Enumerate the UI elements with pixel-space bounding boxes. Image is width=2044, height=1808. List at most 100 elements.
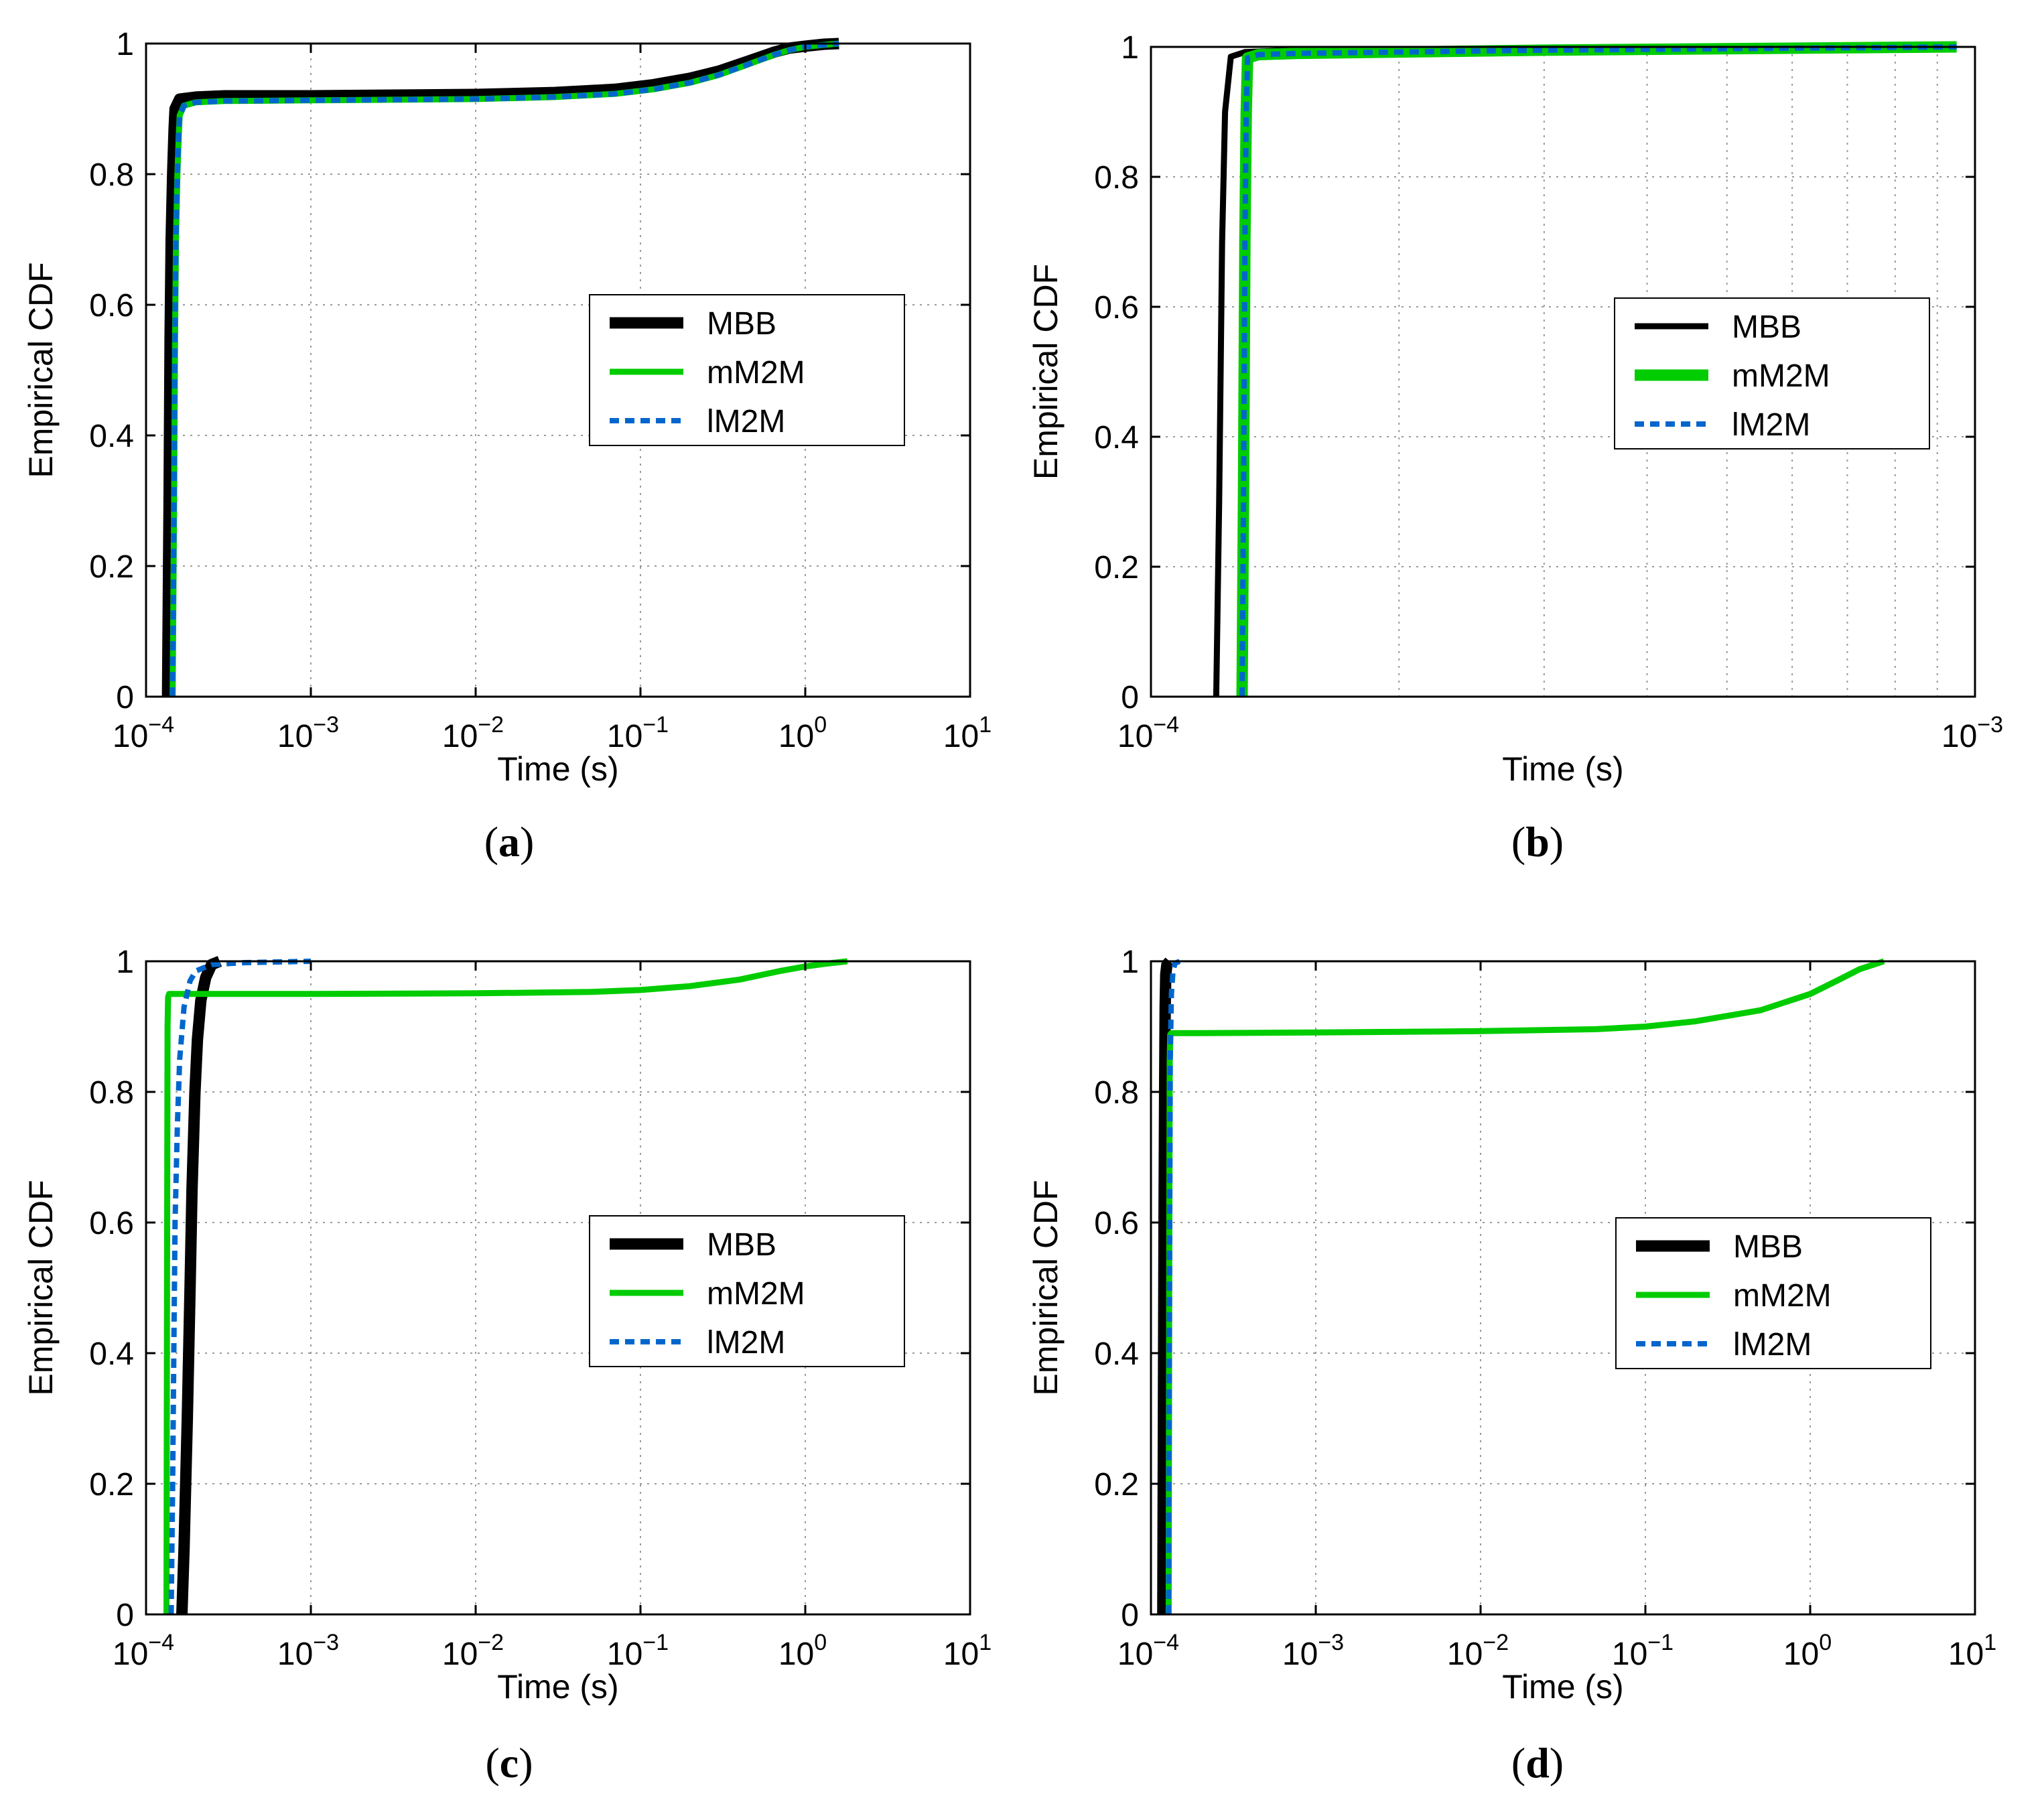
x-tick-label: 10−2 (442, 1630, 504, 1672)
y-axis-label: Empirical CDF (22, 262, 60, 478)
y-tick-label: 0 (1121, 680, 1139, 715)
x-tick-base: 10 (1612, 1637, 1647, 1672)
y-tick-label: 1 (116, 945, 134, 980)
x-tick-label: 10−1 (607, 1630, 669, 1672)
x-tick-exponent: −3 (1977, 712, 2003, 738)
x-tick-label: 100 (778, 1630, 827, 1672)
legend-label-lm2m: lM2M (707, 404, 785, 439)
series-line-mm2m (1165, 958, 1885, 1615)
x-tick-exponent: −3 (313, 712, 339, 738)
x-tick-label: 10−4 (113, 1630, 174, 1672)
legend-label-mm2m: mM2M (707, 1276, 805, 1312)
legend-label-lm2m: lM2M (707, 1325, 785, 1361)
y-tick-label: 0.2 (89, 1467, 134, 1503)
x-tick-label: 10−3 (1282, 1630, 1344, 1672)
x-tick-base: 10 (277, 719, 313, 754)
y-tick-label: 0.8 (89, 157, 134, 193)
x-tick-label: 100 (1783, 1630, 1832, 1672)
x-tick-base: 10 (442, 1637, 478, 1672)
y-tick-label: 0.6 (1094, 1206, 1139, 1241)
legend-label-lm2m: lM2M (1733, 1327, 1812, 1363)
x-tick-base: 10 (113, 719, 148, 754)
x-tick-exponent: −2 (478, 712, 504, 738)
axes-frame (1150, 46, 1976, 698)
x-tick-base: 10 (607, 719, 642, 754)
x-tick-label: 10−4 (113, 712, 174, 754)
caption-c: (c) (485, 1739, 533, 1787)
chart-panel-c: 10−4 10−3 10−2 10−1 100 10100.20.40.60.81Time… (22, 945, 992, 1706)
x-tick-base: 10 (277, 1637, 313, 1672)
y-axis-label: Empirical CDF (1027, 1180, 1065, 1395)
legend-label-mm2m: mM2M (1733, 1278, 1832, 1314)
x-tick-label: 10−3 (1941, 712, 2003, 754)
x-tick-base: 10 (113, 1637, 148, 1672)
x-tick-base: 10 (1447, 1637, 1483, 1672)
legend-label-mbb: MBB (707, 1227, 776, 1263)
x-tick-base: 10 (943, 719, 979, 754)
x-tick-exponent: 0 (814, 1630, 827, 1655)
y-tick-label: 0.4 (1094, 1336, 1139, 1372)
y-tick-label: 0.6 (89, 288, 134, 324)
y-tick-label: 0.2 (1094, 1467, 1139, 1503)
x-tick-exponent: −4 (1153, 712, 1179, 738)
x-tick-base: 10 (1948, 1637, 1984, 1672)
legend-label-lm2m: lM2M (1732, 407, 1810, 443)
x-tick-exponent: −1 (642, 1630, 669, 1655)
x-tick-base: 10 (778, 719, 814, 754)
y-tick-label: 1 (116, 27, 134, 62)
caption-b: (b) (1511, 818, 1564, 865)
x-axis-label: Time (s) (497, 750, 618, 788)
x-tick-exponent: −4 (1153, 1630, 1179, 1655)
y-tick-label: 1 (1121, 30, 1139, 66)
x-tick-exponent: 1 (1984, 1630, 1996, 1655)
series-line-mbb (1157, 957, 1174, 1615)
y-tick-label: 0.6 (89, 1206, 134, 1241)
series-line-lm2m (169, 41, 839, 697)
y-tick-label: 0 (116, 680, 134, 715)
x-tick-exponent: −4 (148, 1630, 174, 1655)
x-tick-base: 10 (1783, 1637, 1819, 1672)
legend: MBB mM2M lM2M (1615, 1217, 1931, 1369)
caption-a: (a) (484, 818, 535, 865)
legend: MBB mM2M lM2M (1614, 297, 1930, 449)
x-tick-exponent: 0 (1819, 1630, 1832, 1655)
x-tick-label: 101 (943, 1630, 992, 1672)
x-tick-label: 10−4 (1117, 1630, 1179, 1672)
series-line-lm2m (1239, 44, 1957, 697)
legend-label-mm2m: mM2M (1732, 358, 1830, 394)
legend-label-mbb: MBB (707, 306, 776, 342)
legend-label-mbb: MBB (1733, 1229, 1803, 1265)
x-tick-base: 10 (442, 719, 478, 754)
legend: MBB mM2M lM2M (589, 294, 905, 446)
chart-panel-d: 10−4 10−3 10−2 10−1 100 10100.20.40.60.81Time… (1027, 945, 1996, 1706)
y-tick-label: 0.8 (89, 1075, 134, 1111)
x-tick-base: 10 (1282, 1637, 1318, 1672)
x-tick-base: 10 (1941, 719, 1977, 754)
x-tick-label: 101 (1948, 1630, 1996, 1672)
x-tick-label: 10−2 (442, 712, 504, 754)
x-tick-label: 10−3 (277, 712, 339, 754)
x-tick-exponent: 0 (814, 712, 827, 738)
y-tick-label: 0.4 (1094, 420, 1139, 456)
y-axis-label: Empirical CDF (22, 1180, 60, 1395)
series-line-mm2m (163, 958, 848, 1615)
legend-label-mbb: MBB (1732, 309, 1801, 345)
x-tick-exponent: −3 (313, 1630, 339, 1655)
x-tick-exponent: 1 (979, 1630, 992, 1655)
x-tick-exponent: −1 (642, 712, 669, 738)
legend-label-mm2m: mM2M (707, 355, 805, 391)
y-tick-label: 0.8 (1094, 1075, 1139, 1111)
x-tick-exponent: −4 (148, 712, 174, 738)
x-axis-label: Time (s) (1502, 750, 1623, 788)
y-tick-label: 0.2 (1094, 550, 1139, 585)
x-tick-label: 10−1 (607, 712, 669, 754)
y-tick-label: 0.8 (1094, 160, 1139, 196)
series-line-lm2m (168, 959, 312, 1615)
caption-d: (d) (1511, 1739, 1564, 1787)
x-tick-base: 10 (1117, 1637, 1153, 1672)
x-tick-label: 101 (943, 712, 992, 754)
legend: MBB mM2M lM2M (589, 1215, 905, 1367)
y-tick-label: 0.6 (1094, 290, 1139, 326)
x-axis-label: Time (s) (497, 1668, 618, 1706)
x-tick-label: 100 (778, 712, 827, 754)
